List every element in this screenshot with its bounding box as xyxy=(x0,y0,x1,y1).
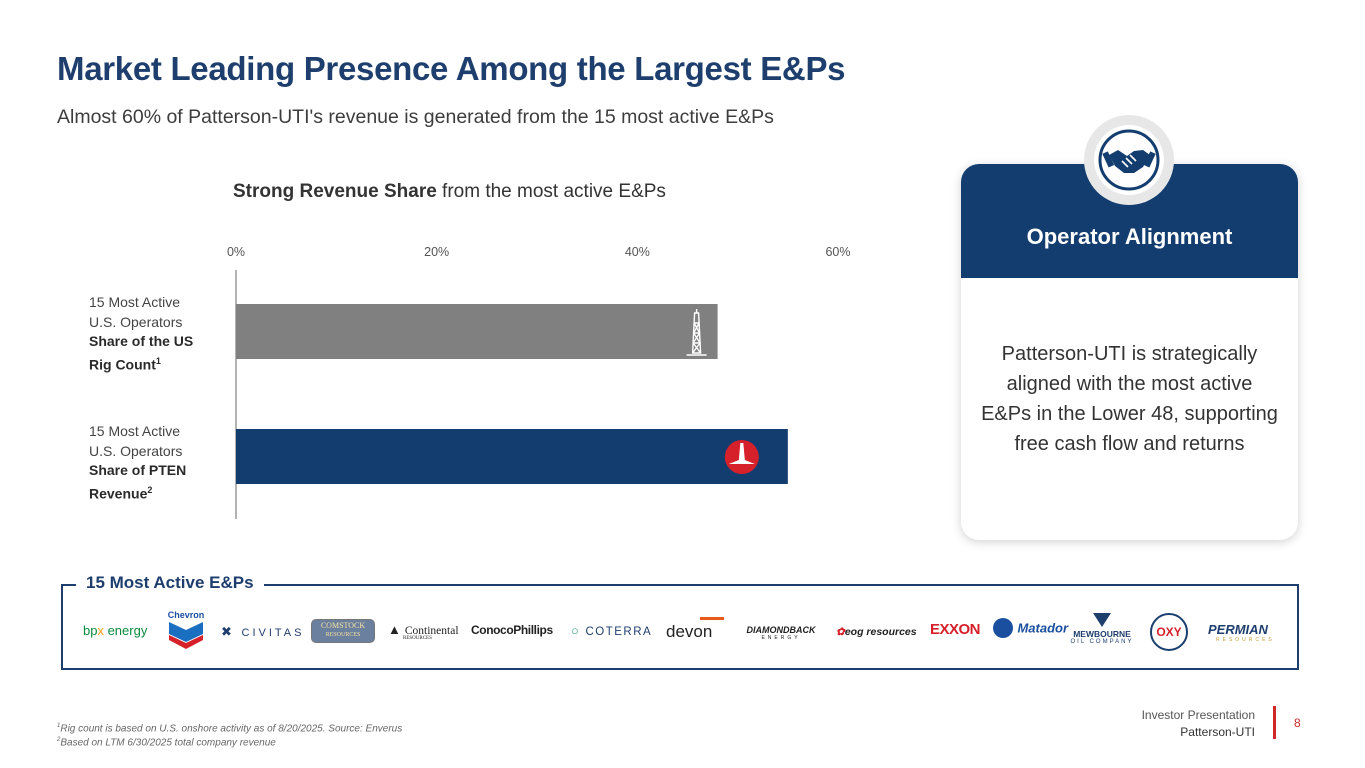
bar xyxy=(236,429,788,484)
x-tick-label: 20% xyxy=(424,245,449,259)
footer-company-name: Patterson-UTI xyxy=(1180,725,1255,739)
patterson-logo-mark xyxy=(728,443,755,464)
category-label-line: Revenue2 xyxy=(89,484,153,502)
page-title: Market Leading Presence Among the Larges… xyxy=(57,50,846,87)
category-label-revenue: 15 Most Active U.S. Operators Share of P… xyxy=(89,422,224,504)
page-subtitle: Almost 60% of Patterson-UTI's revenue is… xyxy=(57,106,774,128)
category-label-line: Rig Count1 xyxy=(89,355,161,373)
operator-alignment-card: Operator Alignment Patterson-UTI is stra… xyxy=(961,164,1298,540)
bpx-energy-logo: bpx energy xyxy=(83,623,148,638)
bar xyxy=(236,304,718,359)
footnote-ref: 2 xyxy=(147,484,153,495)
chevron-logo: Chevron xyxy=(166,610,206,650)
category-label-line: 15 Most Active xyxy=(89,423,181,439)
eps-panel-label: 15 Most Active E&Ps xyxy=(76,573,264,593)
x-tick-label: 60% xyxy=(825,245,850,259)
eps-logo-panel xyxy=(61,584,1299,670)
page-number: 8 xyxy=(1294,716,1301,730)
handshake-icon-badge xyxy=(1084,115,1174,205)
handshake-icon xyxy=(1094,125,1164,195)
matador-logo: Matador xyxy=(993,618,1068,638)
continental-logo: ▲ Continental RESOURCES xyxy=(388,622,459,641)
category-label-line: U.S. Operators xyxy=(89,313,183,330)
category-label-line: Share of PTEN xyxy=(89,462,187,478)
footer-divider xyxy=(1273,706,1276,739)
comstock-logo: COMSTOCK RESOURCES xyxy=(311,619,375,643)
footnote-2: 2Based on LTM 6/30/2025 total company re… xyxy=(57,737,276,749)
chart-title-bold: Strong Revenue Share xyxy=(233,181,437,202)
card-title: Operator Alignment xyxy=(1026,224,1233,249)
diamondback-logo: DIAMONDBACK ENERGY xyxy=(746,625,816,641)
category-label-line: 15 Most Active xyxy=(89,294,181,310)
chart-title-rest: from the most active E&Ps xyxy=(436,181,666,202)
exxon-logo: EXXON xyxy=(930,621,981,638)
coterra-logo: ○ COTERRA xyxy=(571,623,653,638)
conocophillips-logo: ConocoPhillips xyxy=(471,623,553,637)
x-tick-label: 0% xyxy=(227,245,245,259)
civitas-logo: ✖ CIVITAS xyxy=(221,624,305,639)
permian-resources-logo: PERMIAN RESOURCES xyxy=(1208,622,1275,643)
category-label-line: U.S. Operators xyxy=(89,442,183,459)
devon-logo: devon xyxy=(666,617,724,642)
x-tick-label: 40% xyxy=(625,245,650,259)
card-body: Patterson-UTI is strategically aligned w… xyxy=(981,343,1278,455)
mewbourne-logo: MEWBOURNE OIL COMPANY xyxy=(1070,613,1134,645)
category-label-line: Share of the US xyxy=(89,333,194,349)
rig-icon xyxy=(686,309,707,356)
oxy-logo: OXY xyxy=(1150,613,1188,651)
footnote-1: 1Rig count is based on U.S. onshore acti… xyxy=(57,723,403,735)
footer-info: Investor Presentation Patterson-UTI xyxy=(1142,707,1255,741)
chart-title: Strong Revenue Share from the most activ… xyxy=(233,181,666,203)
footer-presentation-name: Investor Presentation xyxy=(1141,708,1255,722)
category-label-rig-count: 15 Most Active U.S. Operators Share of t… xyxy=(89,293,224,375)
eog-resources-logo: ✿eog resources xyxy=(836,626,917,638)
footnote-ref: 1 xyxy=(155,355,161,366)
